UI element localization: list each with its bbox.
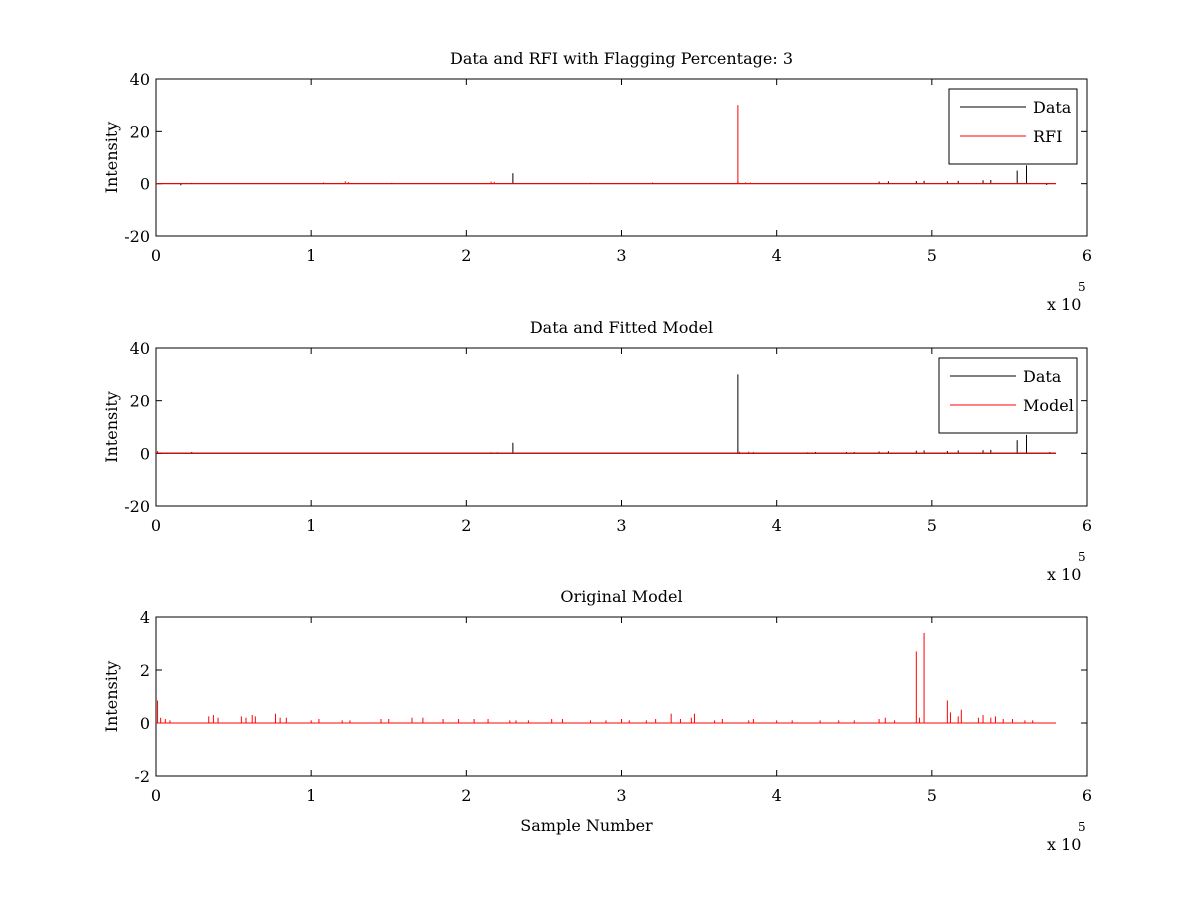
y-tick-label: 4 [140,608,150,627]
y-tick-label: -20 [124,497,150,516]
x-tick-label: 6 [1082,786,1092,805]
y-tick-label: 20 [130,392,150,411]
y-axis-label: Intensity [102,122,121,194]
x-multiplier-exponent: 5 [1078,820,1086,834]
x-tick-label: 2 [461,246,471,265]
x-tick-label: 6 [1082,246,1092,265]
x-tick-label: 2 [461,516,471,535]
x-tick-label: 2 [461,786,471,805]
x-tick-label: 0 [151,246,161,265]
x-tick-label: 4 [772,246,782,265]
x-tick-label: 4 [772,786,782,805]
x-multiplier-exponent: 5 [1078,550,1086,564]
y-axis-label: Intensity [102,391,121,463]
series-model [156,451,1056,454]
y-tick-label: 0 [140,444,150,463]
y-tick-label: 20 [130,122,150,141]
chart-title: Data and RFI with Flagging Percentage: 3 [450,49,793,68]
legend-box [938,357,1078,434]
y-tick-label: -20 [124,227,150,246]
x-tick-label: 4 [772,516,782,535]
series-model [156,632,1056,724]
x-tick-label: 3 [616,786,626,805]
chart-title: Data and Fitted Model [530,318,713,337]
x-axis-label: Sample Number [520,816,653,835]
y-tick-label: 40 [130,70,150,89]
chart-title: Original Model [560,587,682,606]
series-rfi [156,105,1056,185]
legend-entry: Data [1033,98,1072,117]
legend: Data RFI [948,88,1078,165]
x-tick-label: 5 [927,786,937,805]
x-tick-label: 3 [616,516,626,535]
series-data [156,374,1056,454]
y-tick-label: -2 [134,767,150,786]
x-tick-label: 0 [151,516,161,535]
x-tick-label: 5 [927,516,937,535]
axes-frame [155,616,1088,777]
y-tick-label: 2 [140,661,150,680]
y-tick-label: 0 [140,714,150,733]
x-multiplier-label: x 10 [1047,835,1081,854]
x-tick-label: 3 [616,246,626,265]
x-tick-label: 5 [927,246,937,265]
x-multiplier-exponent: 5 [1078,280,1086,294]
legend-entry: RFI [1033,127,1062,146]
y-tick-label: 0 [140,175,150,194]
legend-entry: Data [1023,367,1062,386]
x-tick-label: 1 [306,516,316,535]
axes-frame [155,78,1088,237]
x-tick-label: 0 [151,786,161,805]
x-multiplier-label: x 10 [1047,565,1081,584]
y-tick-label: 40 [130,339,150,358]
legend-entry: Model [1023,396,1074,415]
y-axis-label: Intensity [102,661,121,733]
x-multiplier-label: x 10 [1047,295,1081,314]
legend: Data Model [938,357,1078,434]
x-tick-label: 6 [1082,516,1092,535]
series-data [156,165,1056,186]
legend-box [948,88,1078,165]
x-tick-label: 1 [306,786,316,805]
x-tick-label: 1 [306,246,316,265]
